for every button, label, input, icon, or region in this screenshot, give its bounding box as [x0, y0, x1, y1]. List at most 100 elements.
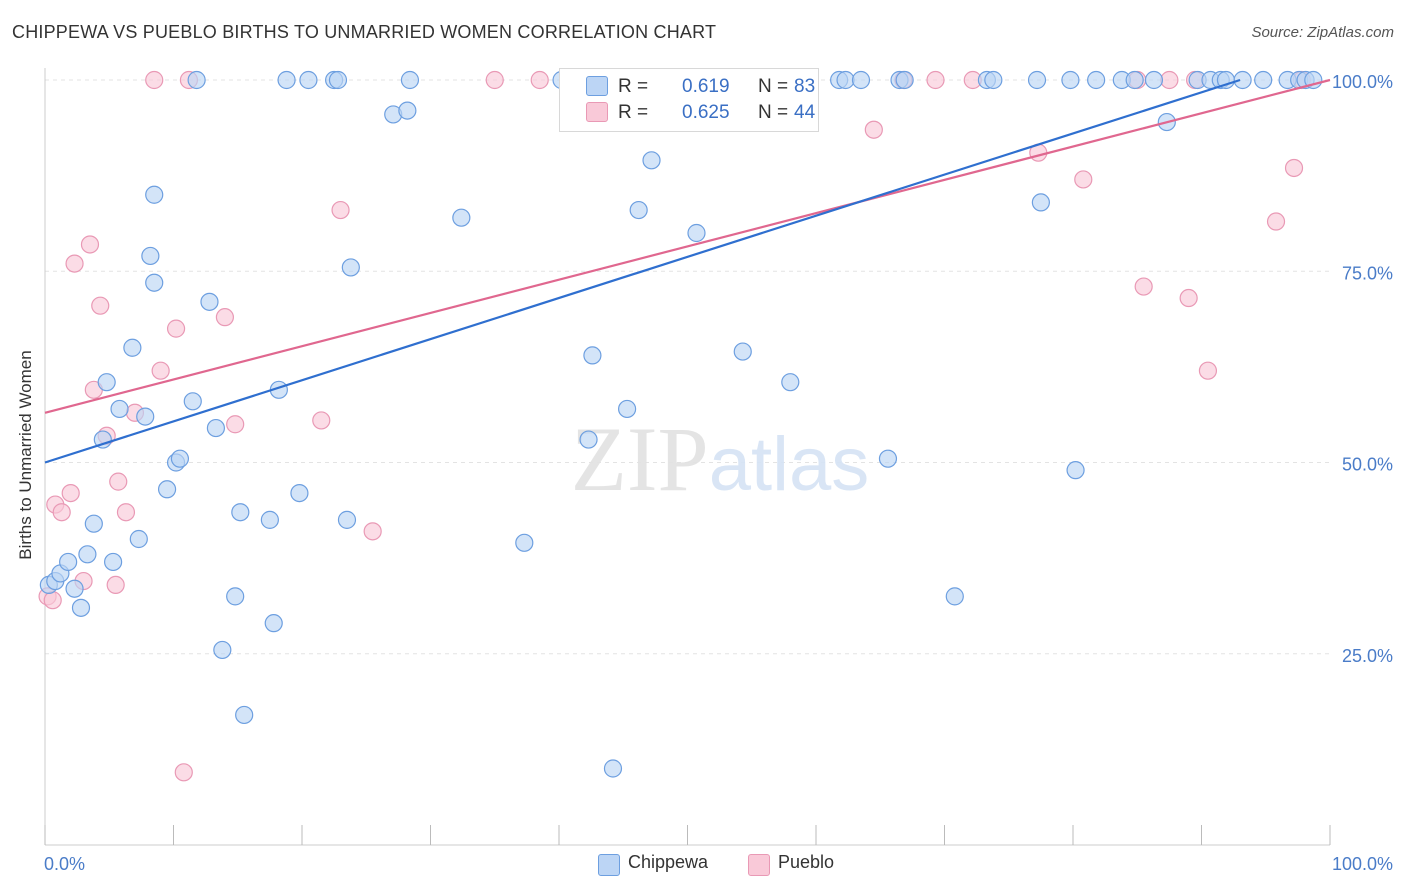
- chippewa-point: [1066, 461, 1085, 480]
- chippewa-point: [618, 399, 637, 419]
- chippewa-point: [895, 70, 914, 90]
- pueblo-point: [226, 415, 245, 434]
- pueblo-point: [1198, 361, 1218, 380]
- chippewa-points: [39, 70, 1323, 778]
- chippewa-point: [629, 200, 648, 220]
- chippewa-point: [1144, 70, 1164, 90]
- chippewa-point: [277, 70, 296, 90]
- chippewa-point: [235, 705, 254, 725]
- y-tick-label: 100.0%: [1332, 72, 1393, 92]
- chippewa-point: [145, 273, 164, 292]
- chippewa-point: [733, 342, 752, 361]
- chippewa-point: [59, 552, 78, 572]
- chippewa-point: [878, 449, 898, 468]
- chippewa-point: [183, 392, 202, 411]
- chippewa-point: [141, 246, 160, 266]
- chippewa-point: [328, 70, 348, 90]
- chippewa-point: [781, 373, 800, 392]
- chippewa-point: [1087, 70, 1106, 90]
- y-tick-label: 50.0%: [1342, 455, 1393, 475]
- pueblo-point: [61, 484, 80, 503]
- chippewa-point: [157, 480, 177, 499]
- chippewa-point: [260, 510, 279, 529]
- pueblo-point: [1074, 170, 1093, 189]
- chippewa-point: [1233, 70, 1252, 90]
- n-label: N =: [758, 102, 789, 123]
- chippewa-legend-label: Chippewa: [628, 852, 709, 872]
- pueblo-point: [80, 235, 100, 254]
- chippewa-point: [170, 449, 190, 468]
- chippewa-point: [231, 503, 250, 522]
- pueblo-trend-line: [44, 78, 1331, 414]
- r-value: 0.625: [682, 102, 730, 123]
- r-label: R =: [618, 76, 649, 97]
- chippewa-point: [213, 640, 232, 660]
- chippewa-point: [583, 346, 602, 365]
- pueblo-point: [1160, 70, 1179, 90]
- n-value: 83: [794, 76, 816, 97]
- pueblo-point: [363, 522, 382, 541]
- chart-title: CHIPPEWA VS PUEBLO BIRTHS TO UNMARRIED W…: [12, 22, 717, 42]
- axes: [44, 68, 1331, 846]
- chippewa-point: [104, 552, 123, 572]
- chippewa-point: [206, 418, 226, 438]
- chippewa-point: [71, 598, 91, 617]
- chippewa-point: [642, 151, 661, 170]
- chippewa-point: [65, 579, 84, 598]
- pueblo-legend-swatch: [748, 854, 770, 876]
- pueblo-point: [485, 70, 504, 90]
- pueblo-point: [1284, 158, 1304, 178]
- pueblo-point: [864, 120, 883, 139]
- chippewa-point: [1031, 193, 1050, 212]
- pueblo-point: [52, 503, 71, 522]
- pueblo-point: [65, 254, 84, 273]
- watermark-text: ZIPatlas: [571, 408, 870, 510]
- chippewa-point: [84, 514, 103, 533]
- pueblo-point: [926, 70, 945, 90]
- chippewa-point: [452, 208, 471, 227]
- chippewa-point: [984, 70, 1003, 90]
- pueblo-point: [174, 763, 193, 782]
- chippewa-point: [603, 759, 623, 778]
- pueblo-point: [331, 200, 350, 220]
- chippewa-point: [515, 533, 534, 552]
- pueblo-point: [530, 70, 549, 90]
- pueblo-point: [312, 411, 331, 430]
- pueblo-point: [151, 361, 170, 380]
- chippewa-point: [97, 373, 116, 392]
- chippewa-point: [1254, 70, 1273, 90]
- x-tick-labels: 0.0% 100.0%: [44, 854, 1393, 874]
- chippewa-point: [1061, 70, 1080, 90]
- chippewa-point: [836, 70, 855, 90]
- trend-lines: [44, 78, 1331, 464]
- chippewa-point: [1027, 70, 1047, 90]
- pueblo-point: [91, 296, 110, 315]
- source-label: Source: ZipAtlas.com: [1251, 24, 1394, 41]
- chippewa-point: [579, 430, 598, 449]
- x-tick-label: 0.0%: [44, 854, 85, 874]
- pueblo-point: [145, 70, 164, 90]
- n-value: 44: [794, 102, 816, 123]
- chippewa-point: [341, 258, 360, 277]
- pueblo-point: [1266, 212, 1286, 231]
- chippewa-point: [299, 70, 318, 90]
- chippewa-point: [136, 407, 155, 426]
- stats-legend: R = 0.619 N = 83 R = 0.625 N = 44: [559, 68, 819, 132]
- y-tick-label: 25.0%: [1342, 646, 1393, 666]
- pueblo-point: [43, 591, 62, 610]
- x-tick-label: 100.0%: [1332, 854, 1393, 874]
- pueblo-swatch: [586, 102, 608, 122]
- y-tick-label: 75.0%: [1342, 263, 1393, 283]
- pueblo-point: [106, 575, 125, 595]
- pueblo-legend-label: Pueblo: [778, 852, 835, 872]
- chippewa-point: [110, 399, 129, 419]
- chippewa-point: [123, 338, 142, 357]
- pueblo-point: [116, 503, 136, 522]
- chippewa-point: [851, 70, 871, 90]
- pueblo-point: [109, 472, 128, 491]
- pueblo-point: [166, 319, 186, 338]
- y-tick-labels: 25.0% 50.0% 75.0% 100.0%: [1332, 72, 1393, 666]
- chippewa-point: [337, 510, 357, 529]
- chippewa-point: [400, 70, 420, 90]
